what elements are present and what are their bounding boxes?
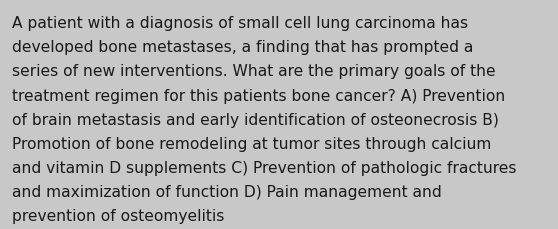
Text: prevention of osteomyelitis: prevention of osteomyelitis <box>12 208 225 223</box>
Text: developed bone metastases, a finding that has prompted a: developed bone metastases, a finding tha… <box>12 40 474 55</box>
Text: Promotion of bone remodeling at tumor sites through calcium: Promotion of bone remodeling at tumor si… <box>12 136 492 151</box>
Text: A patient with a diagnosis of small cell lung carcinoma has: A patient with a diagnosis of small cell… <box>12 16 468 31</box>
Text: series of new interventions. What are the primary goals of the: series of new interventions. What are th… <box>12 64 496 79</box>
Text: and vitamin D supplements C) Prevention of pathologic fractures: and vitamin D supplements C) Prevention … <box>12 160 517 175</box>
Text: treatment regimen for this patients bone cancer? A) Prevention: treatment regimen for this patients bone… <box>12 88 506 103</box>
Text: of brain metastasis and early identification of osteonecrosis B): of brain metastasis and early identifica… <box>12 112 499 127</box>
Text: and maximization of function D) Pain management and: and maximization of function D) Pain man… <box>12 184 442 199</box>
